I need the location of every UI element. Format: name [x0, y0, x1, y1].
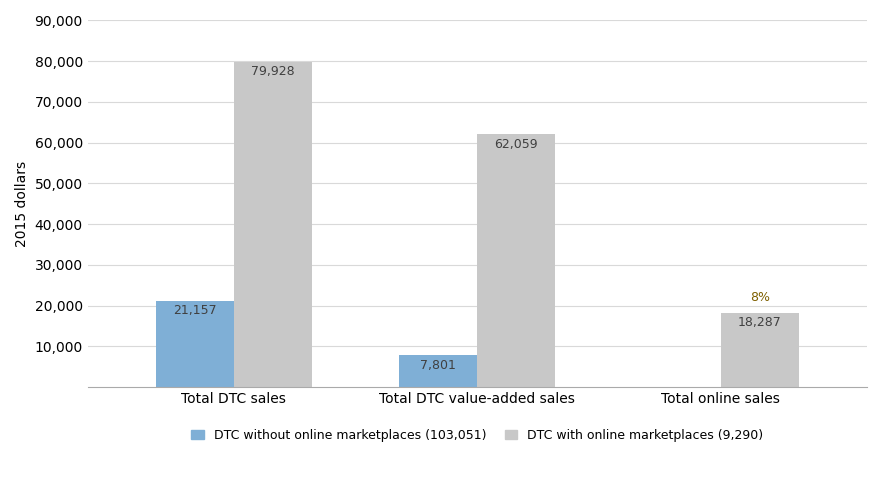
Bar — [477, 134, 556, 387]
Text: 21,157: 21,157 — [173, 304, 217, 317]
Bar — [234, 62, 311, 387]
Text: 79,928: 79,928 — [251, 65, 295, 78]
Y-axis label: 2015 dollars: 2015 dollars — [15, 161, 29, 247]
Legend: DTC without online marketplaces (103,051), DTC with online marketplaces (9,290): DTC without online marketplaces (103,051… — [186, 424, 768, 447]
Text: 7,801: 7,801 — [421, 359, 456, 371]
Bar — [721, 313, 799, 387]
Bar — [156, 301, 234, 387]
Text: 8%: 8% — [750, 291, 770, 304]
Text: 62,059: 62,059 — [495, 138, 538, 151]
Bar — [400, 355, 477, 387]
Text: 18,287: 18,287 — [738, 316, 781, 329]
